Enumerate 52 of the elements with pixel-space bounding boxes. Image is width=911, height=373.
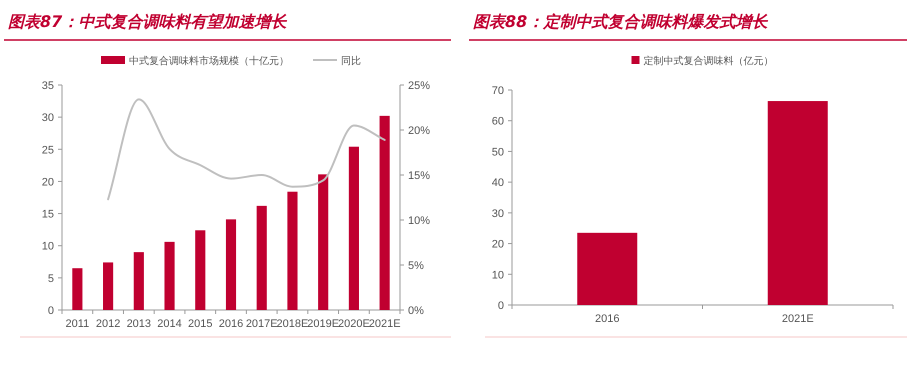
y-tick-label: 50: [492, 146, 504, 158]
y-tick-label: 30: [492, 208, 504, 220]
bar: [134, 252, 144, 310]
y-tick-label: 35: [42, 80, 54, 92]
y-tick-label: 70: [492, 85, 504, 97]
y-tick-label: 0: [48, 305, 54, 317]
y2-tick-label: 0%: [408, 305, 424, 317]
y-tick-label: 25: [42, 144, 54, 156]
x-tick-label: 2016: [218, 318, 244, 330]
legend-label: 定制中式复合调味料（亿元）: [644, 55, 774, 67]
x-tick-label: 2015: [188, 318, 213, 330]
y2-tick-label: 15%: [408, 170, 430, 182]
bar: [348, 146, 359, 310]
x-tick-label: 2021E: [368, 318, 401, 330]
x-tick-label: 2011: [66, 318, 90, 330]
y-tick-label: 10: [42, 240, 54, 253]
y-tick-label: 5: [48, 272, 54, 285]
x-tick-label: 2014: [157, 318, 182, 330]
x-tick-label: 2016: [595, 313, 620, 325]
legend-label: 中式复合调味料市场规模（十亿元）: [129, 55, 289, 67]
y-tick-label: 30: [42, 112, 54, 124]
y2-tick-label: 20%: [408, 125, 430, 137]
bar: [318, 174, 328, 310]
legend-label: 同比: [341, 55, 361, 67]
bar: [72, 268, 82, 310]
bar: [287, 192, 298, 310]
chart-title: 图表87：中式复合调味料有望加速增长: [8, 12, 288, 31]
x-tick-label: 2020E: [338, 318, 370, 330]
y-tick-label: 20: [492, 238, 504, 251]
y-tick-label: 20: [42, 176, 54, 188]
x-tick-label: 2012: [96, 318, 120, 330]
y2-tick-label: 25%: [408, 80, 430, 92]
y-tick-label: 10: [492, 269, 504, 282]
bar: [226, 219, 236, 310]
y2-tick-label: 5%: [408, 260, 424, 272]
y-tick-label: 40: [492, 177, 504, 190]
bar: [256, 206, 267, 310]
x-tick-label: 2021E: [782, 313, 814, 325]
bar: [380, 116, 390, 310]
bar: [195, 230, 206, 310]
bar: [103, 262, 114, 310]
line-series: [107, 98, 386, 200]
x-tick-label: 2018E: [276, 318, 308, 330]
x-tick-label: 2019E: [307, 318, 340, 330]
y-tick-label: 60: [492, 116, 504, 128]
y2-tick-label: 10%: [408, 215, 430, 227]
y-tick-label: 0: [498, 300, 504, 312]
bar: [164, 242, 175, 310]
x-tick-label: 2017E: [246, 318, 278, 330]
x-tick-label: 2013: [126, 318, 152, 330]
y-tick-label: 15: [42, 208, 54, 221]
chart-title: 图表88：定制中式复合调味料爆发式增长: [473, 12, 768, 31]
